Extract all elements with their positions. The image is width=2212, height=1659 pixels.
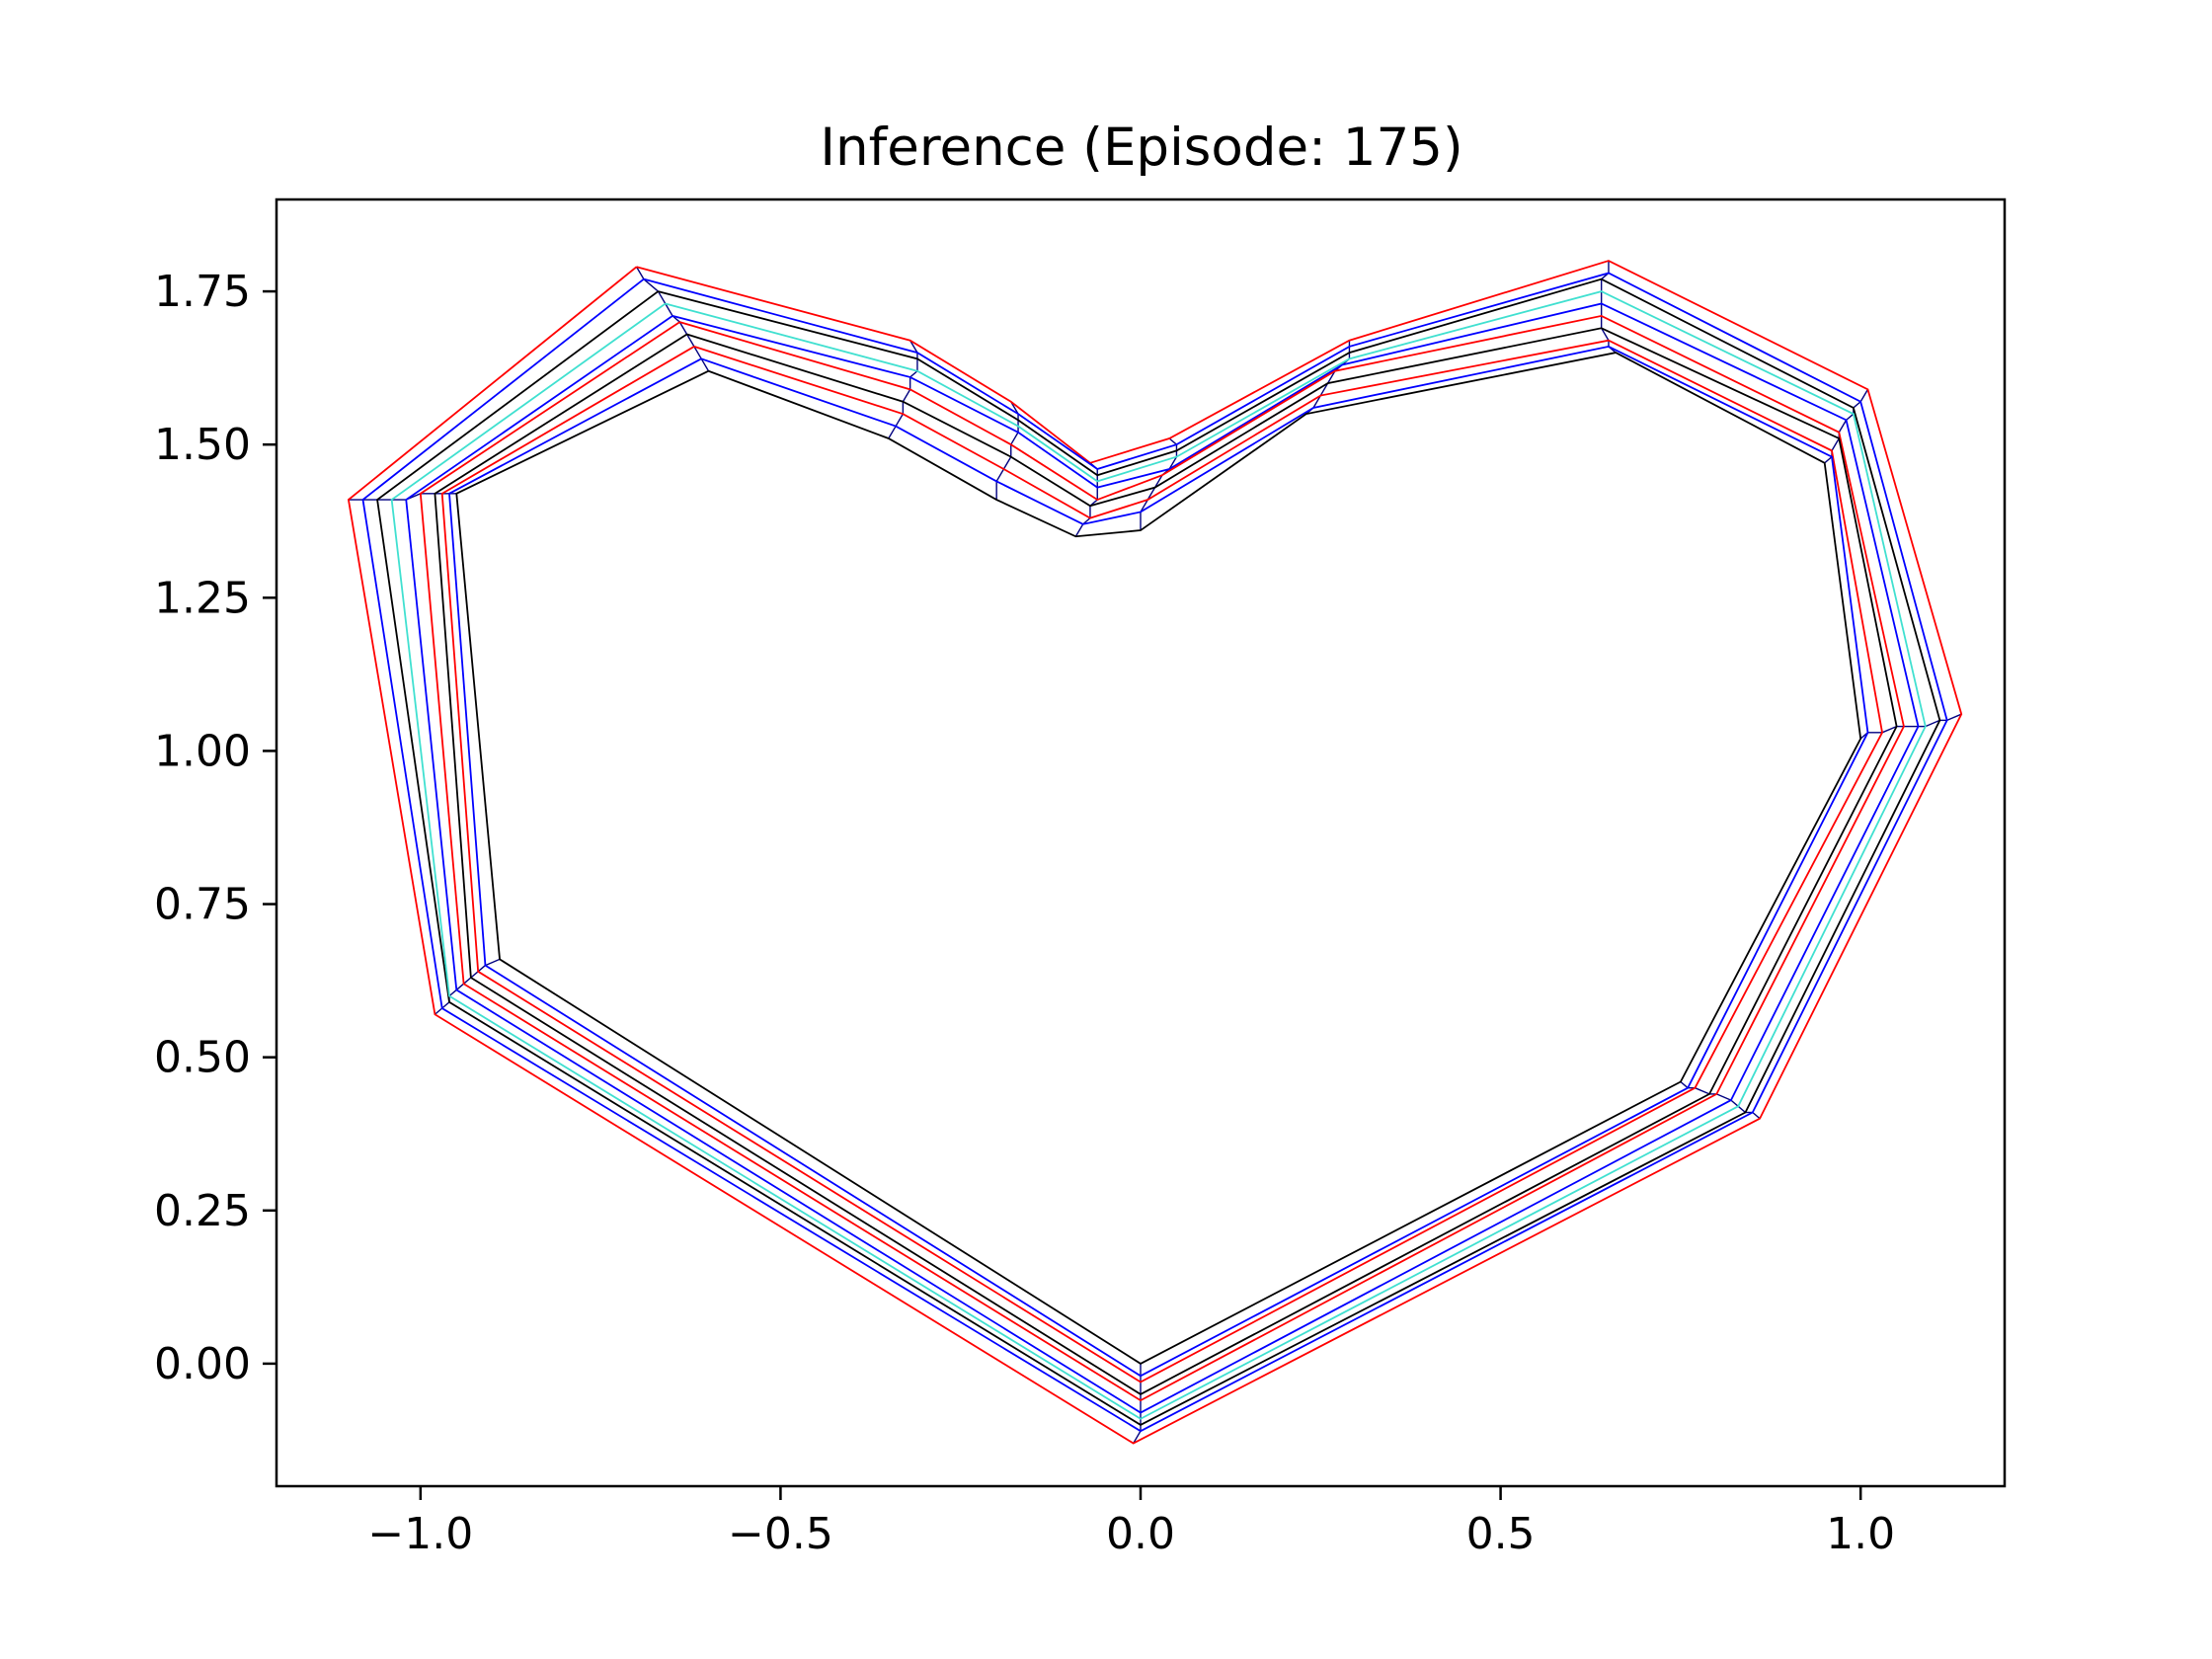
vertex-connector-line bbox=[895, 413, 904, 427]
vertex-connector-line bbox=[1859, 388, 1869, 403]
vertex-connector-line bbox=[643, 278, 659, 292]
contour-series-line bbox=[347, 260, 1963, 1445]
vertex-connector-line bbox=[1153, 474, 1163, 488]
vertex-connector-line bbox=[888, 426, 897, 439]
vertex-connector-line bbox=[1824, 456, 1833, 464]
chart-title: Inference (Episode: 175) bbox=[820, 118, 1462, 178]
vertex-connector-line bbox=[693, 346, 702, 359]
ticks-layer: −1.0 −0.5 0.0 0.5 1.0 0.00 0.25 0.50 0.75 1.00 1.2… bbox=[154, 267, 1895, 1559]
vertex-connector-line bbox=[1853, 401, 1861, 409]
vertex-connector-line bbox=[1695, 1087, 1710, 1095]
contour-series-line bbox=[390, 290, 1927, 1420]
vertex-connector-line bbox=[700, 357, 710, 372]
y-tick-label: 1.50 bbox=[154, 420, 251, 470]
vertex-connector-line bbox=[635, 266, 645, 280]
vertex-connector-line bbox=[995, 468, 1005, 482]
vertex-connector-line bbox=[1831, 437, 1840, 451]
y-tick-label: 0.00 bbox=[154, 1339, 251, 1389]
vertex-connector-line bbox=[448, 988, 457, 997]
y-tick-label: 0.50 bbox=[154, 1033, 251, 1083]
contour-series-line bbox=[448, 345, 1869, 1378]
x-tick-label: 0.0 bbox=[1106, 1509, 1175, 1559]
vertex-connector-line bbox=[1601, 327, 1610, 342]
vertex-connector-line bbox=[1737, 1105, 1746, 1114]
vertex-connector-line bbox=[463, 977, 472, 985]
vertex-connector-line bbox=[441, 1001, 450, 1009]
y-tick-label: 1.25 bbox=[154, 573, 251, 623]
vertex-connector-line bbox=[1074, 523, 1084, 537]
contour-series-line bbox=[434, 327, 1898, 1395]
y-tick-label: 1.00 bbox=[154, 726, 251, 776]
vertex-connector-line bbox=[1925, 719, 1940, 728]
vertex-connector-line bbox=[1010, 432, 1019, 445]
contour-series-line bbox=[405, 302, 1920, 1414]
vertex-connector-line bbox=[1846, 413, 1855, 421]
vertex-connector-line bbox=[1002, 456, 1012, 470]
vertex-connector-line bbox=[1168, 437, 1177, 445]
vertex-connector-line bbox=[686, 334, 695, 348]
y-tick-label: 0.25 bbox=[154, 1186, 251, 1236]
contour-series-line bbox=[376, 277, 1941, 1426]
vertex-connector-line bbox=[1319, 382, 1329, 396]
x-tick-label: −1.0 bbox=[367, 1509, 473, 1559]
series-layer bbox=[347, 260, 1963, 1445]
plot-area-frame bbox=[275, 198, 2007, 1488]
vertex-connector-line bbox=[665, 303, 673, 317]
vertex-connector-line bbox=[909, 340, 918, 354]
vertex-connector-line bbox=[1838, 420, 1848, 434]
y-tick-label: 1.75 bbox=[154, 267, 251, 317]
x-tick-label: 0.5 bbox=[1466, 1509, 1536, 1559]
vertex-connector-line bbox=[657, 290, 667, 304]
vertex-connector-line bbox=[485, 958, 501, 967]
contour-series-line bbox=[419, 314, 1905, 1402]
x-tick-label: −0.5 bbox=[728, 1509, 833, 1559]
vertex-connector-line bbox=[1140, 499, 1148, 513]
vertex-connector-line bbox=[909, 370, 918, 378]
vertex-connector-line bbox=[1146, 487, 1156, 501]
x-tick-label: 1.0 bbox=[1826, 1509, 1895, 1559]
vertex-connector-line bbox=[1716, 1093, 1732, 1101]
contour-series-line bbox=[455, 352, 1862, 1365]
vertex-connector-line bbox=[477, 965, 486, 973]
contour-series-line bbox=[440, 339, 1883, 1383]
contour-series-line bbox=[361, 272, 1948, 1433]
vertex-connector-line bbox=[678, 321, 688, 335]
vertex-connector-line bbox=[1133, 1430, 1142, 1444]
vertex-connector-line bbox=[1326, 370, 1336, 384]
vertex-connector-line bbox=[902, 388, 911, 403]
vertex-connector-line bbox=[1881, 725, 1897, 734]
vertex-connector-line bbox=[470, 971, 479, 979]
vertex-connector-line bbox=[1730, 1099, 1739, 1107]
vertex-connector-line bbox=[1168, 456, 1178, 470]
vertex-connector-line bbox=[434, 1007, 443, 1015]
vertex-connector-line bbox=[455, 983, 465, 990]
vertex-connector-line bbox=[1946, 713, 1962, 722]
vertex-connector-line bbox=[1680, 1080, 1689, 1089]
vertex-connector-line bbox=[1752, 1111, 1761, 1120]
vertex-connector-line bbox=[1312, 395, 1321, 409]
y-tick-label: 0.75 bbox=[154, 880, 251, 930]
